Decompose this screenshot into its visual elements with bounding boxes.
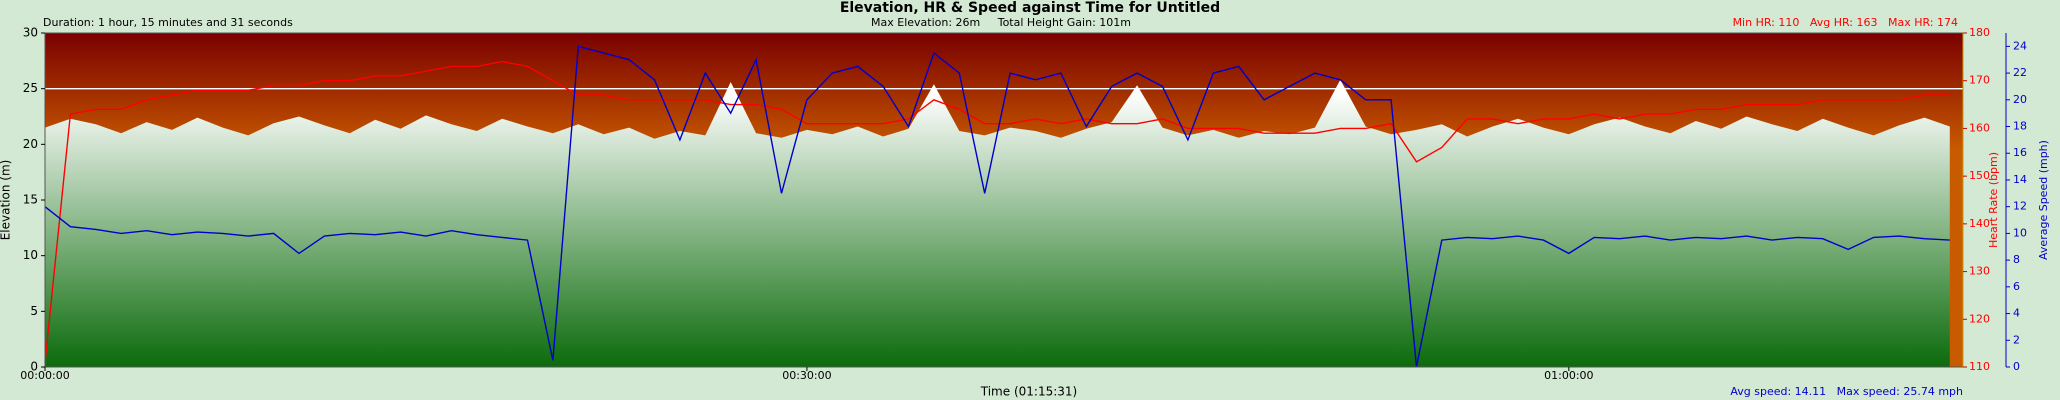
x-axis-title: Time (01:15:31) (980, 385, 1077, 399)
elevation-area (45, 79, 1950, 368)
y2-tick-label: 150 (1969, 169, 1990, 182)
y2-tick-label: 170 (1969, 74, 1990, 87)
y3-tick-label: 20 (2013, 93, 2027, 106)
x-tick-label: 00:00:00 (20, 369, 69, 382)
y3-axis-title: Average Speed (mph) (2037, 140, 2050, 260)
y3-tick-label: 2 (2013, 333, 2020, 346)
x-tick-label: 00:30:00 (782, 369, 831, 382)
y-tick-label: 10 (23, 248, 38, 262)
y2-tick-label: 120 (1969, 312, 1990, 325)
y2-axis-title: Heart Rate (bpm) (1987, 152, 2000, 248)
chart-title: Elevation, HR & Speed against Time for U… (840, 0, 1220, 16)
elevation-summary: Max Elevation: 26m Total Height Gain: 10… (871, 16, 1131, 29)
y-tick-label: 15 (23, 193, 38, 207)
y-tick-label: 5 (30, 304, 38, 318)
y3-tick-label: 14 (2013, 173, 2027, 186)
y-tick-label: 30 (23, 26, 38, 40)
y-tick-label: 0 (30, 360, 38, 374)
y2-tick-label: 160 (1969, 121, 1990, 134)
y3-tick-label: 6 (2013, 280, 2020, 293)
y3-tick-label: 16 (2013, 146, 2027, 159)
heart-rate-line (44, 60, 1950, 363)
y3-tick-label: 8 (2013, 253, 2020, 266)
y3-tick-label: 0 (2013, 360, 2020, 373)
y2-tick-label: 130 (1969, 265, 1990, 278)
hr-summary: Min HR: 110 Avg HR: 163 Max HR: 174 (1733, 16, 1958, 29)
y3-tick-label: 18 (2013, 120, 2027, 133)
speed-summary: Avg speed: 14.11 Max speed: 25.74 mph (1730, 385, 1963, 398)
y-tick-label: 25 (23, 81, 38, 95)
x-tick-label: 01:00:00 (1544, 369, 1593, 382)
y3-tick-label: 10 (2013, 226, 2027, 239)
y2-tick-label: 180 (1969, 26, 1990, 39)
y3-tick-label: 12 (2013, 200, 2027, 213)
speed-line (44, 45, 1950, 368)
y-tick-label: 20 (23, 137, 38, 151)
y2-tick-label: 140 (1969, 217, 1990, 230)
y3-tick-label: 4 (2013, 307, 2020, 320)
y3-tick-label: 24 (2013, 39, 2027, 52)
y2-tick-label: 110 (1969, 360, 1990, 373)
y3-tick-label: 22 (2013, 66, 2027, 79)
duration: Duration: 1 hour, 15 minutes and 31 seco… (43, 16, 293, 29)
y-axis-title: Elevation (m) (0, 160, 13, 241)
